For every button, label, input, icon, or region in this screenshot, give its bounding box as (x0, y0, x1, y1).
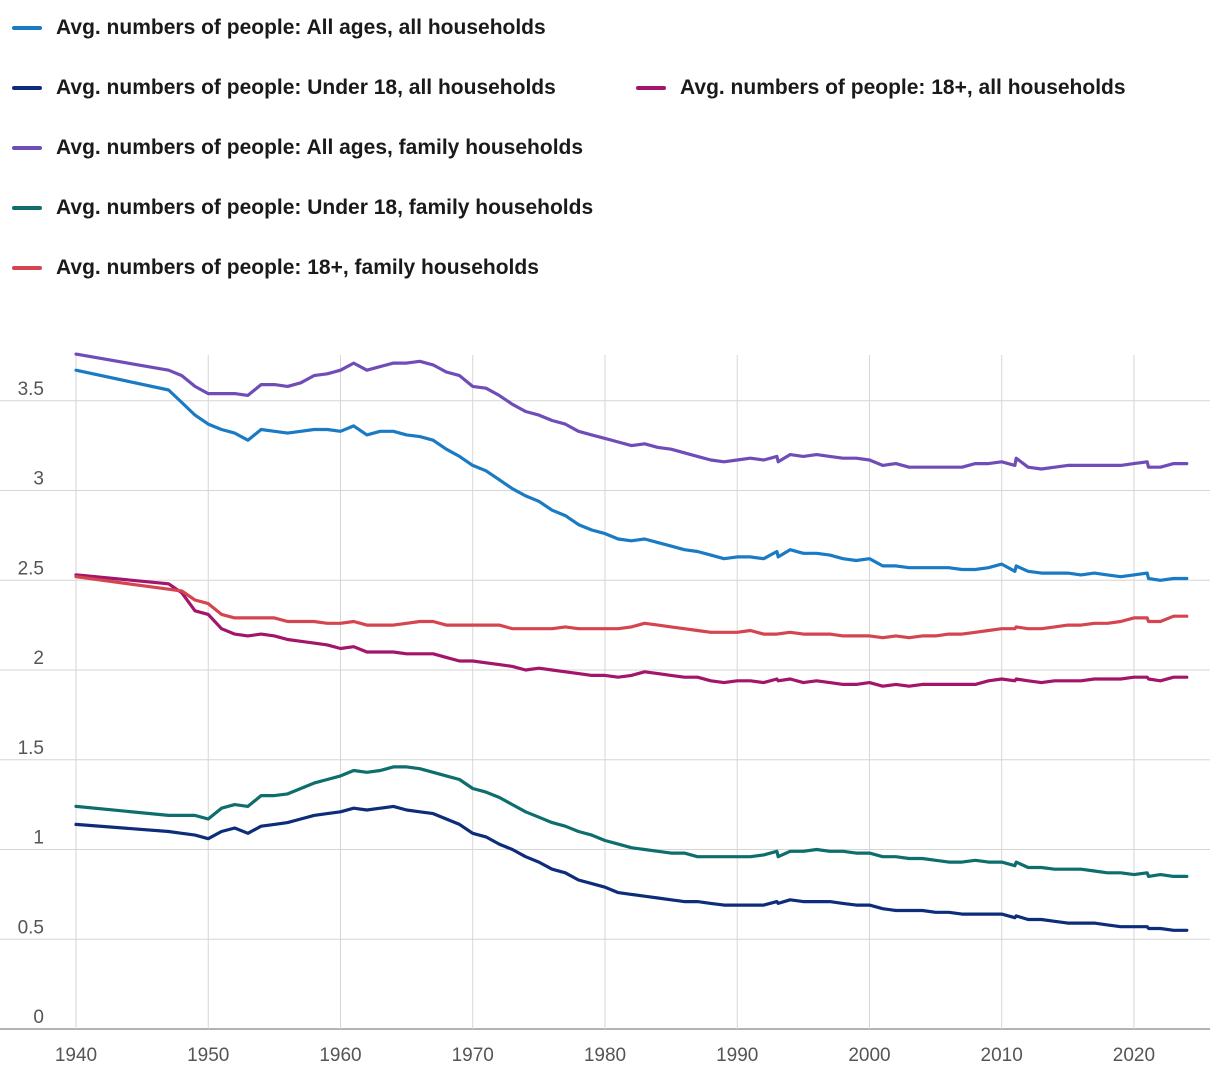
legend-item-18plus-family-households[interactable]: Avg. numbers of people: 18+, family hous… (12, 256, 539, 280)
y-tick-label: 2 (33, 648, 44, 669)
y-tick-label: 1 (33, 828, 44, 849)
legend-label: Avg. numbers of people: Under 18, all ho… (56, 76, 556, 99)
x-tick-label: 1980 (584, 1045, 626, 1066)
legend-swatch-icon (12, 266, 42, 270)
x-tick-label: 1950 (187, 1045, 229, 1066)
grid-lines (0, 355, 1210, 1030)
y-tick-label: 2.5 (18, 558, 44, 579)
chart-legend: Avg. numbers of people: All ages, all ho… (0, 0, 1220, 300)
legend-item-all-ages-family-households[interactable]: Avg. numbers of people: All ages, family… (12, 136, 583, 160)
legend-swatch-icon (12, 206, 42, 210)
y-tick-label: 1.5 (18, 738, 44, 759)
series-line-4[interactable] (74, 765, 1189, 878)
series-line-1[interactable] (74, 804, 1189, 932)
legend-label: Avg. numbers of people: 18+, family hous… (56, 256, 539, 279)
legend-label: Avg. numbers of people: All ages, family… (56, 136, 584, 159)
y-tick-label: 0.5 (18, 917, 44, 938)
legend-swatch-icon (12, 146, 42, 150)
y-tick-label: 0 (33, 1007, 44, 1028)
x-tick-label: 1960 (319, 1045, 361, 1066)
legend-label: Avg. numbers of people: Under 18, family… (56, 196, 594, 219)
legend-swatch-icon (12, 26, 42, 30)
y-tick-label: 3 (33, 469, 44, 490)
x-tick-label: 1990 (716, 1045, 758, 1066)
series-line-5[interactable] (74, 575, 1189, 640)
legend-swatch-icon (12, 86, 42, 90)
legend-label: Avg. numbers of people: 18+, all househo… (680, 76, 1126, 99)
legend-item-all-ages-all-households[interactable]: Avg. numbers of people: All ages, all ho… (12, 16, 546, 40)
series-line-2[interactable] (74, 573, 1189, 688)
x-tick-label: 1940 (55, 1045, 97, 1066)
y-tick-label: 3.5 (18, 379, 44, 400)
legend-item-under-18-family-households[interactable]: Avg. numbers of people: Under 18, family… (12, 196, 593, 220)
axis-ticks: 0 0.5 1 1.5 2 2.5 3 3.5 1940 1950 1960 1970 1980 1990… (18, 379, 1156, 1066)
legend-label: Avg. numbers of people: All ages, all ho… (56, 16, 546, 39)
series-lines (74, 352, 1189, 932)
series-line-3[interactable] (74, 352, 1189, 471)
legend-swatch-icon (636, 86, 666, 90)
x-tick-label: 1970 (452, 1045, 494, 1066)
x-tick-label: 2000 (848, 1045, 890, 1066)
x-tick-label: 2020 (1113, 1045, 1155, 1066)
x-tick-label: 2010 (981, 1045, 1023, 1066)
series-line-0[interactable] (74, 368, 1189, 582)
legend-item-18plus-all-households[interactable]: Avg. numbers of people: 18+, all househo… (636, 76, 1126, 100)
legend-item-under-18-all-households[interactable]: Avg. numbers of people: Under 18, all ho… (12, 76, 556, 100)
